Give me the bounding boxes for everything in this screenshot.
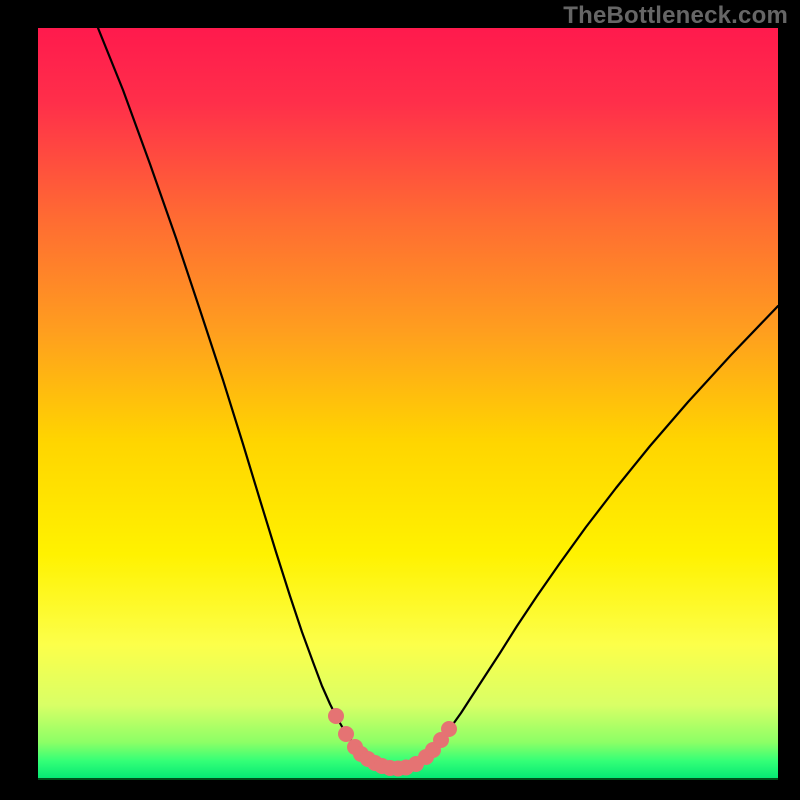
marker-point — [328, 708, 344, 724]
gradient-background — [38, 28, 778, 780]
marker-point — [441, 721, 457, 737]
marker-point — [338, 726, 354, 742]
plot-svg — [38, 28, 778, 780]
plot-area — [38, 28, 778, 780]
watermark-text: TheBottleneck.com — [563, 2, 788, 30]
